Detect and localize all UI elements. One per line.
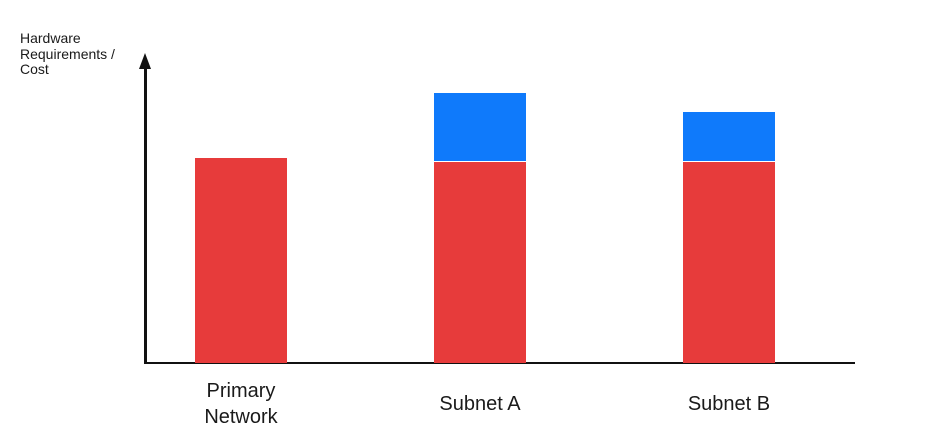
category-label: Primary Network: [204, 380, 278, 428]
bar-segment-red: [683, 161, 775, 363]
y-axis-arrow-icon: [139, 53, 151, 69]
bar-segment-blue: [434, 93, 526, 162]
bar-segment-red: [434, 161, 526, 363]
bar-segment-blue: [683, 111, 775, 162]
category-label: Subnet B: [687, 393, 771, 415]
y-axis-line: [144, 62, 147, 364]
category-label: Subnet A: [439, 393, 521, 415]
bar-segment-red: [195, 158, 287, 363]
y-axis-label: Hardware Requirements / Cost: [20, 30, 115, 77]
